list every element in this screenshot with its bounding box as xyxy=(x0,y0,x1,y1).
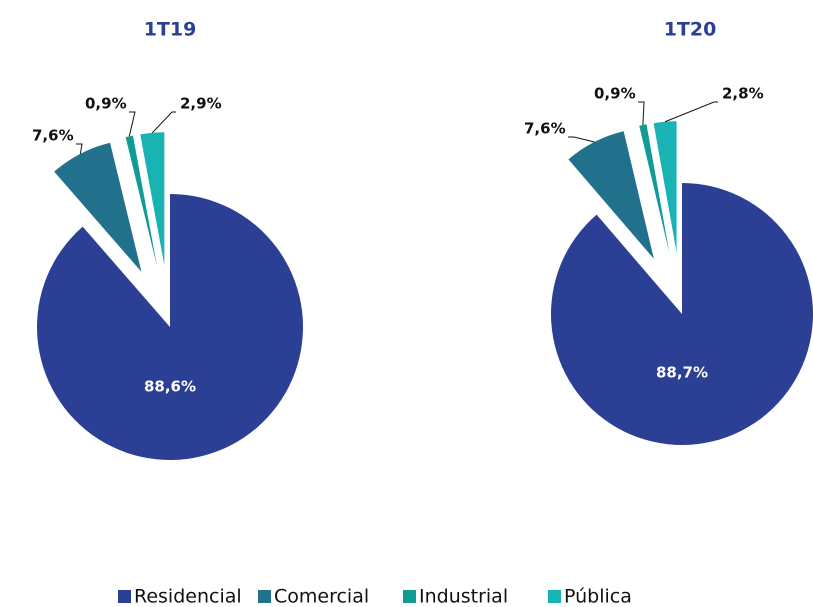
legend-swatch xyxy=(118,590,131,603)
legend-swatch xyxy=(258,590,271,603)
chart-title: 1T20 xyxy=(664,19,717,41)
data-label: 88,6% xyxy=(144,377,196,395)
leader-line xyxy=(151,111,176,134)
legend-label: Pública xyxy=(564,586,632,607)
data-label: 0,9% xyxy=(85,95,127,113)
leader-line xyxy=(568,136,595,143)
leader-line xyxy=(638,101,645,126)
data-label: 7,6% xyxy=(32,127,74,145)
legend-swatch xyxy=(403,590,416,603)
leader-line xyxy=(664,101,718,123)
legend-label: Industrial xyxy=(419,586,508,607)
pie-slice xyxy=(140,132,165,266)
legend-swatch xyxy=(548,590,561,603)
pie-slice xyxy=(125,135,158,267)
legend-label: Residencial xyxy=(134,586,242,607)
chart-title: 1T19 xyxy=(144,19,197,41)
data-label: 2,8% xyxy=(722,85,764,103)
leader-line xyxy=(128,111,136,137)
data-label: 2,9% xyxy=(180,95,222,113)
pie-slice xyxy=(551,183,813,445)
pie-slice xyxy=(568,131,654,259)
leader-line xyxy=(76,143,83,154)
data-label: 7,6% xyxy=(524,120,566,138)
pie-slice xyxy=(54,142,142,272)
data-label: 88,7% xyxy=(656,363,708,381)
pie-slice xyxy=(37,194,304,460)
pie-slice xyxy=(653,121,677,253)
legend-label: Comercial xyxy=(274,586,369,607)
data-label: 0,9% xyxy=(594,85,636,103)
pie-slice xyxy=(639,124,670,254)
